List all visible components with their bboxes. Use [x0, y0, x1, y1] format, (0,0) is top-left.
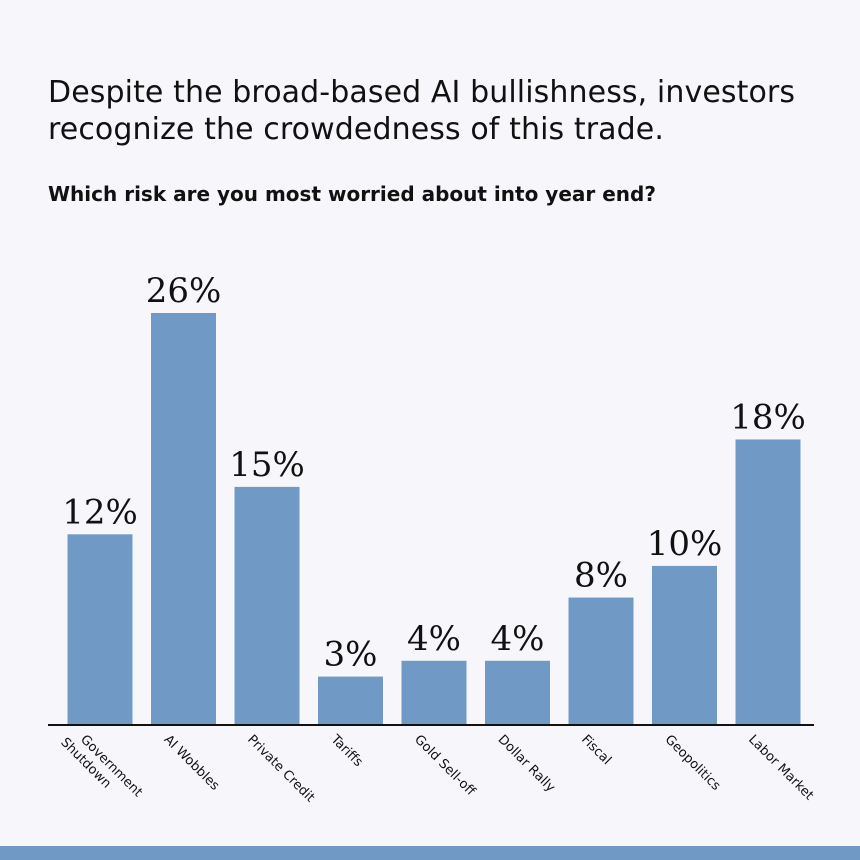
bar-private-credit [234, 486, 300, 724]
value-label: 18% [730, 397, 806, 437]
category-label: Gold Sell-off [411, 732, 478, 799]
bar-geopolitics [652, 565, 717, 724]
headline-line-1: Despite the broad-based AI bullishness, … [48, 75, 796, 110]
bar-fiscal [568, 597, 634, 724]
category-label: Private Credit [244, 732, 317, 805]
category-label: Dollar Rally [495, 732, 558, 795]
category-label: AI Wobbles [161, 732, 223, 794]
headline-line-2: recognize the crowdedness of this trade. [48, 112, 664, 147]
category-label: Labor Market [745, 732, 816, 803]
value-label: 12% [62, 492, 138, 532]
bar-dollar-rally [485, 660, 550, 724]
category-label: Tariffs [327, 732, 366, 771]
value-label: 3% [324, 635, 378, 675]
category-label: Geopolitics [662, 732, 724, 794]
value-label: 4% [407, 619, 461, 659]
chart-headline: Despite the broad-based AI bullishness, … [48, 74, 838, 148]
bar-labor-market [735, 439, 801, 724]
value-label: 4% [491, 619, 545, 659]
bar-tariffs [318, 676, 383, 724]
value-label: 15% [229, 445, 305, 485]
value-label: 8% [574, 556, 628, 596]
bar-government-shutdown [67, 534, 133, 724]
category-label: Fiscal [578, 732, 614, 768]
footer-bar [0, 846, 860, 860]
chart-question: Which risk are you most worried about in… [48, 182, 656, 206]
value-label: 10% [647, 524, 723, 564]
bar-gold-sell-off [401, 660, 467, 724]
bar-ai-wobbles [151, 313, 216, 724]
value-label: 26% [146, 271, 222, 311]
category-label: GovernmentShutdown [57, 724, 145, 812]
